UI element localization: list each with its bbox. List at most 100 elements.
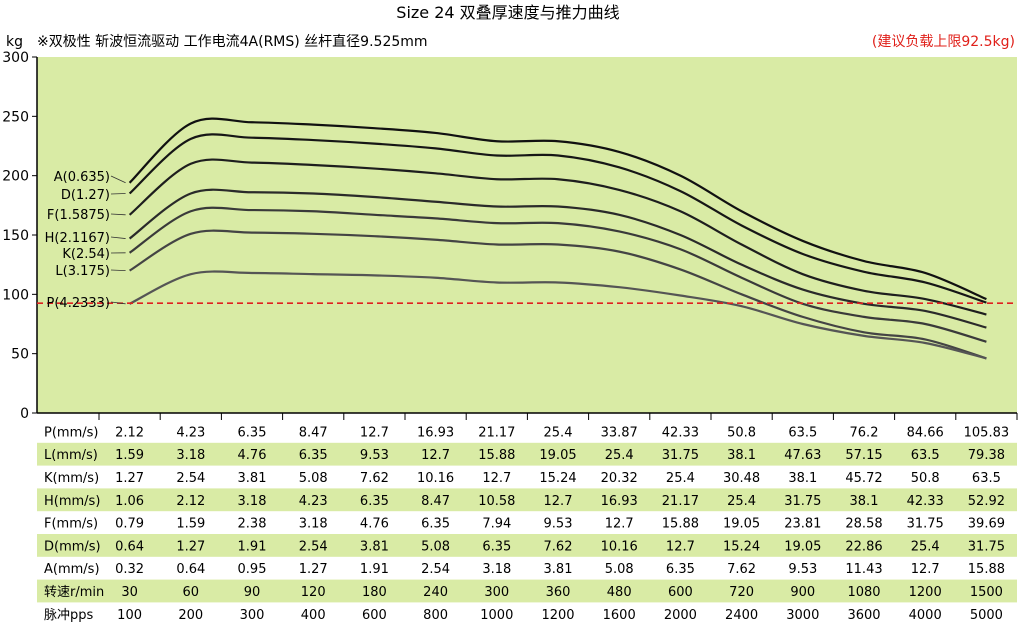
table-cell: 600: [362, 608, 387, 623]
table-cell: 31.75: [784, 494, 821, 509]
table-row-label: P(mm/s): [44, 425, 98, 440]
table-cell: 0.95: [238, 562, 267, 577]
table-row-label: 脉冲pps: [44, 608, 94, 623]
plot-area: [37, 57, 1017, 413]
table-cell: 7.62: [544, 539, 573, 554]
series-label-a: A(0.635): [54, 170, 110, 185]
series-leader-line: [110, 301, 126, 305]
table-cell: 1.27: [299, 562, 328, 577]
table-cell: 39.69: [968, 517, 1005, 532]
table-cell: 4.23: [299, 494, 328, 509]
table-cell: 57.15: [845, 448, 882, 463]
table-cell: 1.27: [176, 539, 205, 554]
table-cell: 6.35: [421, 517, 450, 532]
table-cell: 5.08: [421, 539, 450, 554]
table-cell: 6.35: [299, 448, 328, 463]
series-label-p: P(4.2333): [47, 296, 110, 311]
table-cell: 12.7: [360, 425, 389, 440]
table-row-label: H(mm/s): [44, 494, 100, 509]
table-cell: 480: [607, 585, 632, 600]
table-cell: 800: [423, 608, 448, 623]
table-cell: 1.06: [115, 494, 144, 509]
table-cell: 25.4: [605, 448, 634, 463]
table-cell: 3600: [847, 608, 880, 623]
table-cell: 4000: [909, 608, 942, 623]
table-row-band: [37, 534, 1017, 557]
table-cell: 8.47: [299, 425, 328, 440]
table-row-label: A(mm/s): [44, 562, 100, 577]
series-line-l: [129, 229, 987, 360]
y-tick-label: 200: [2, 169, 29, 185]
table-cell: 3.18: [176, 448, 205, 463]
table-cell: 1.91: [238, 539, 267, 554]
table-cell: 1.59: [115, 448, 144, 463]
table-cell: 10.16: [417, 471, 454, 486]
table-cell: 16.93: [601, 494, 638, 509]
table-cell: 38.1: [850, 494, 879, 509]
table-cell: 33.87: [601, 425, 638, 440]
series-leader-line: [110, 236, 126, 239]
series-label-d: D(1.27): [61, 188, 110, 203]
table-cell: 25.4: [727, 494, 756, 509]
table-cell: 12.7: [482, 471, 511, 486]
series-line-a: [128, 117, 987, 301]
table-cell: 2.12: [176, 494, 205, 509]
table-cell: 2.54: [421, 562, 450, 577]
table-cell: 1.27: [115, 471, 144, 486]
table-cell: 0.64: [176, 562, 205, 577]
y-tick-label: 100: [2, 287, 29, 303]
table-cell: 31.75: [662, 448, 699, 463]
table-cell: 15.24: [723, 539, 760, 554]
table-cell: 180: [362, 585, 387, 600]
table-cell: 1.91: [360, 562, 389, 577]
table-cell: 52.92: [968, 494, 1005, 509]
table-cell: 19.05: [723, 517, 760, 532]
table-row-label: K(mm/s): [44, 471, 99, 486]
table-row-band: [37, 579, 1017, 603]
table-cell: 400: [301, 608, 326, 623]
series-label-h: H(2.1167): [45, 231, 110, 246]
table-cell: 4.23: [176, 425, 205, 440]
series-line-h: [128, 188, 987, 329]
table-cell: 200: [178, 608, 203, 623]
series-leader-line: [110, 213, 126, 216]
table-cell: 0.79: [115, 517, 144, 532]
series-lines: [128, 117, 987, 360]
table-cell: 6.35: [360, 494, 389, 509]
chart-note: ※双极性 斩波恒流驱动 工作电流4A(RMS) 丝杆直径9.525mm: [37, 33, 428, 50]
table-cell: 6.35: [482, 539, 511, 554]
series-line-f: [128, 158, 987, 316]
table-cell: 600: [668, 585, 693, 600]
series-line-d: [128, 133, 987, 304]
y-tick-label: 250: [2, 109, 29, 125]
table-cell: 0.32: [115, 562, 144, 577]
table-cell: 3.81: [360, 539, 389, 554]
table-cell: 12.7: [421, 448, 450, 463]
speed-table: P(mm/s) 2.12 4.23 6.35 8.47 12.7 16.93 21.17 25.…: [37, 413, 1018, 623]
table-cell: 3.81: [238, 471, 267, 486]
table-cell: 1600: [603, 608, 636, 623]
series-label-l: L(3.175): [55, 264, 110, 279]
table-cell: 120: [301, 585, 326, 600]
table-row-label: 转速r/min: [44, 585, 104, 600]
table-cell: 1500: [970, 585, 1003, 600]
table-cell: 30.48: [723, 471, 760, 486]
table-cell: 2.38: [238, 517, 267, 532]
series-label-f: F(1.5875): [47, 208, 110, 223]
table-cell: 7.62: [727, 562, 756, 577]
table-cell: 63.5: [788, 425, 817, 440]
table-cell: 47.63: [784, 448, 821, 463]
table-cell: 0.64: [115, 539, 144, 554]
table-cell: 6.35: [238, 425, 267, 440]
table-cell: 3.18: [238, 494, 267, 509]
table-cell: 720: [729, 585, 754, 600]
table-cell: 90: [244, 585, 261, 600]
table-cell: 3.18: [299, 517, 328, 532]
table-cell: 100: [117, 608, 142, 623]
table-cell: 12.7: [544, 494, 573, 509]
series-line-k: [128, 206, 987, 343]
table-cell: 25.4: [666, 471, 695, 486]
table-cell: 60: [183, 585, 200, 600]
table-cell: 2.54: [176, 471, 205, 486]
